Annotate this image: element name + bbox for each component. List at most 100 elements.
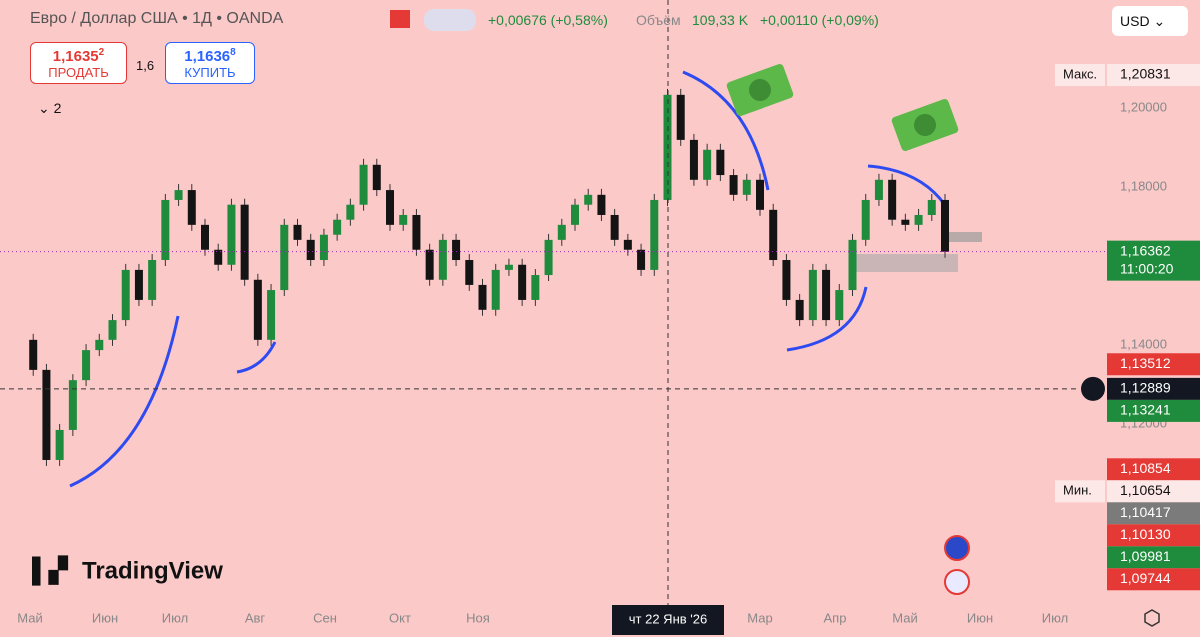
candle	[174, 190, 183, 200]
sell-button[interactable]: 1,16352 ПРОДАТЬ	[30, 42, 127, 84]
volume: 109,33 K	[692, 12, 749, 28]
candle	[676, 94, 685, 140]
candle	[201, 224, 209, 250]
candle	[55, 429, 64, 460]
candle	[108, 320, 117, 340]
currency-select[interactable]: USD ⌄	[1112, 6, 1188, 36]
x-tick-label: Июн	[92, 610, 118, 625]
candle	[716, 149, 725, 176]
x-tick-label: Окт	[389, 610, 411, 625]
candle	[703, 149, 712, 180]
candle	[372, 164, 381, 191]
x-tick-label: Май	[892, 610, 917, 625]
price-label	[1107, 524, 1200, 547]
zone	[852, 254, 958, 272]
currency: USD	[1120, 13, 1150, 29]
candle	[293, 224, 302, 240]
price-tag-text: Мин.	[1063, 483, 1092, 498]
logo: TradingView	[82, 557, 223, 584]
sell-sup: 2	[98, 47, 105, 58]
symbol[interactable]: Евро / Доллар США • 1Д • OANDA	[30, 10, 283, 28]
candle	[68, 380, 77, 430]
candle	[861, 199, 870, 240]
candle	[689, 139, 698, 180]
x-tick-label: Июл	[1042, 610, 1068, 625]
candle	[280, 224, 289, 291]
candle	[412, 214, 421, 250]
buy-price: 1,1636	[184, 48, 231, 65]
price-label	[1107, 458, 1200, 481]
price-label-text: 1,16362	[1120, 242, 1171, 258]
drawing-arc	[867, 164, 947, 206]
candle	[610, 214, 619, 240]
x-tick-label: Июн	[967, 610, 993, 625]
settings-icon[interactable]	[1144, 609, 1160, 627]
x-tick-label: Авг	[245, 610, 266, 625]
candle	[121, 269, 130, 321]
flag[interactable]	[390, 10, 410, 28]
x-tick-label: Сен	[313, 610, 337, 625]
candle	[927, 199, 936, 215]
price-label-text: 1,09744	[1120, 570, 1171, 586]
price-label	[1107, 240, 1200, 281]
price-label-time: 11:00:20	[1120, 260, 1174, 276]
candle	[253, 279, 262, 340]
candle	[95, 339, 104, 351]
candle	[187, 190, 196, 225]
price-label-text: 1,10130	[1120, 526, 1171, 542]
candle	[835, 290, 844, 321]
candle	[729, 175, 738, 195]
candle	[148, 260, 157, 300]
buy-button[interactable]: 1,16368 КУПИТЬ	[165, 42, 255, 84]
candle	[359, 164, 368, 205]
zone	[945, 232, 982, 242]
candle	[161, 199, 170, 261]
candle	[333, 219, 342, 235]
drawing-arc	[682, 70, 770, 191]
candle	[399, 214, 408, 225]
price-label	[1107, 377, 1200, 400]
candle	[756, 179, 764, 210]
candle	[888, 179, 897, 220]
toggle[interactable]	[424, 9, 476, 31]
candle	[478, 284, 487, 310]
candle	[386, 190, 394, 225]
candle	[584, 194, 593, 205]
symbol-name: Евро / Доллар США • 1Д • OANDA	[30, 10, 284, 27]
candle	[571, 204, 579, 225]
price-tag	[1055, 480, 1105, 503]
candle	[597, 194, 606, 215]
candle	[914, 214, 923, 225]
candle	[465, 260, 474, 285]
logo-mark: ▌▞	[32, 555, 69, 586]
candle	[491, 269, 500, 310]
crosshair-date-bg	[612, 605, 724, 635]
candle	[901, 219, 910, 225]
candle	[227, 204, 236, 265]
time-axis	[0, 605, 1200, 637]
candle	[214, 249, 223, 265]
candle	[346, 204, 355, 220]
candle	[504, 264, 513, 270]
price-label-text: 1,13241	[1120, 402, 1171, 418]
price-label-text: 1,13512	[1120, 355, 1171, 371]
candle	[82, 350, 91, 381]
candle	[319, 234, 328, 261]
candle	[240, 204, 249, 280]
x-tick-label: Июл	[162, 610, 188, 625]
x-tick-label: Мар	[747, 610, 772, 625]
indicators-toggle[interactable]: ⌄ 2	[38, 100, 62, 116]
price-label	[1107, 64, 1200, 87]
y-tick-label: 1,20000	[1120, 99, 1167, 114]
candle	[623, 239, 632, 250]
candle	[650, 199, 659, 270]
candle	[306, 239, 315, 261]
buy-label: КУПИТЬ	[184, 65, 236, 80]
candle	[531, 275, 540, 300]
candle	[267, 290, 276, 340]
candle	[134, 269, 143, 300]
volume-change: +0,00110 (+0,09%)	[760, 12, 879, 28]
price-label	[1107, 502, 1200, 525]
